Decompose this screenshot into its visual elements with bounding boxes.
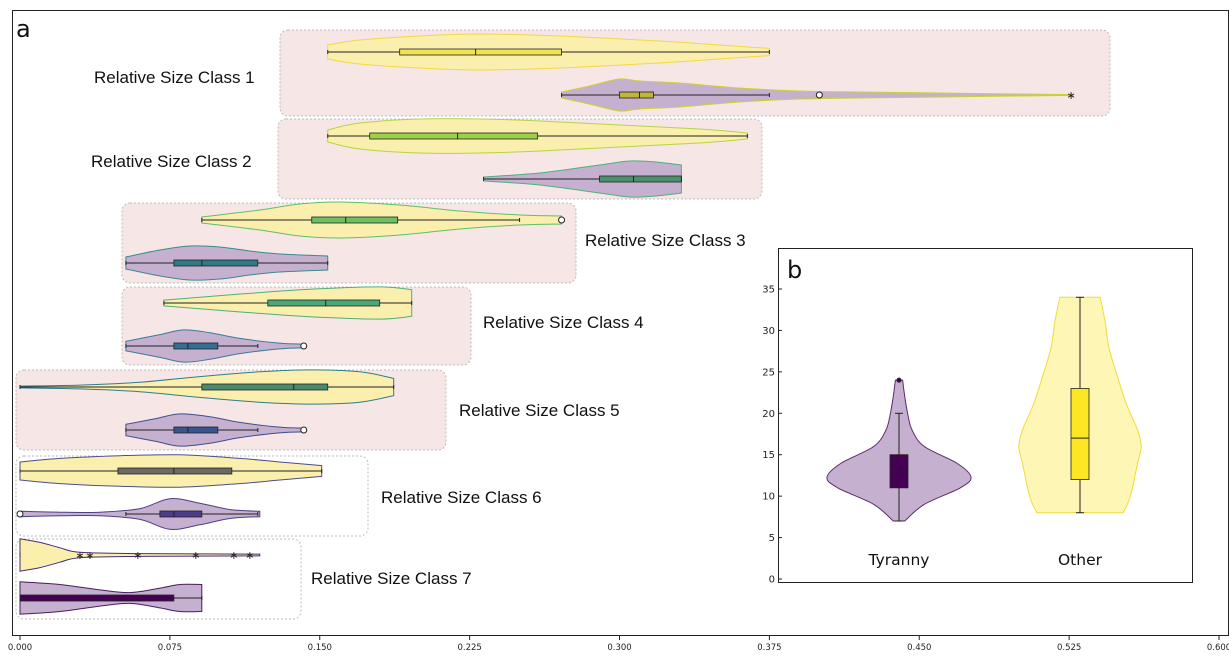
- category-label: Tyranny: [868, 551, 930, 569]
- panel-b: Tyranny Other 0 5 10 15 20 25 30 35 b: [762, 248, 1193, 586]
- violin: Other: [1018, 296, 1142, 569]
- panel-a-label: a: [16, 15, 31, 43]
- box: [599, 175, 682, 183]
- violin: ∗: [561, 78, 1076, 112]
- outlier-point: [300, 342, 308, 350]
- violin: [327, 118, 748, 154]
- violin: [483, 160, 682, 198]
- outlier-point: [815, 91, 823, 99]
- class-label: Relative Size Class 1: [94, 68, 255, 87]
- box: [369, 132, 538, 140]
- panel-a-violins: ∗∗ ∗ ∗ ∗ ∗ ∗: [16, 33, 1076, 615]
- x-tick-label: 0.150: [308, 643, 332, 653]
- violin: [19, 581, 203, 615]
- x-tick-label: 0.225: [457, 643, 481, 653]
- outlier-point: [896, 377, 902, 383]
- violin: ∗ ∗ ∗ ∗ ∗ ∗: [19, 538, 261, 572]
- class-label: Relative Size Class 7: [311, 569, 472, 588]
- outlier-point: ∗: [191, 549, 200, 562]
- x-tick-label: 0.375: [757, 643, 781, 653]
- outlier-point: ∗: [75, 549, 84, 562]
- violin: [19, 454, 323, 488]
- x-axis-ticks: 0.000 0.075 0.150 0.225 0.300 0.375 0.450 0.525…: [8, 636, 1229, 653]
- violin: Tyranny: [826, 377, 972, 569]
- class-label: Relative Size Class 6: [381, 488, 542, 507]
- violin: [19, 369, 395, 405]
- x-tick-label: 0.450: [907, 643, 931, 653]
- box: [173, 342, 219, 350]
- category-label: Other: [1058, 551, 1103, 569]
- box: [399, 48, 562, 56]
- violin: [125, 413, 308, 447]
- outlier-point: ∗: [133, 549, 142, 562]
- box: [117, 467, 233, 475]
- violin: [125, 245, 329, 281]
- class-label: Relative Size Class 2: [91, 152, 252, 171]
- box: [311, 216, 399, 224]
- violin: [16, 498, 261, 530]
- panel-b-y-ticks: 0 5 10 15 20 25 30 35: [762, 285, 782, 586]
- outlier-point: [16, 510, 24, 518]
- box: [1070, 388, 1090, 480]
- y-tick-label: 10: [762, 492, 775, 503]
- outlier-point: ∗: [1067, 89, 1076, 102]
- violin-body: [19, 538, 261, 572]
- y-tick-label: 5: [769, 533, 775, 544]
- box: [619, 91, 654, 99]
- outlier-point: ∗: [85, 549, 94, 562]
- x-tick-label: 0.075: [158, 643, 182, 653]
- box: [173, 259, 259, 267]
- box: [201, 383, 329, 391]
- violin: [327, 33, 770, 71]
- y-tick-label: 20: [762, 409, 775, 420]
- violin: [201, 201, 566, 239]
- class-label: Relative Size Class 3: [585, 231, 746, 250]
- class-label: Relative Size Class 5: [459, 401, 620, 420]
- y-tick-label: 15: [762, 450, 775, 461]
- outlier-point: ∗: [245, 549, 254, 562]
- panel-b-violins: Tyranny Other: [826, 296, 1142, 569]
- x-tick-label: 0.525: [1057, 643, 1081, 653]
- outlier-point: [558, 216, 566, 224]
- violin: [163, 286, 413, 320]
- class-highlight-box: [15, 538, 302, 620]
- y-tick-label: 0: [769, 575, 775, 586]
- class-label: Relative Size Class 4: [483, 313, 644, 332]
- box: [159, 510, 203, 518]
- x-tick-label: 0.000: [8, 643, 32, 653]
- class-labels: Relative Size Class 1 Relative Size Class…: [91, 68, 746, 588]
- x-tick-label: 0.300: [607, 643, 631, 653]
- box: [267, 299, 381, 307]
- y-tick-label: 25: [762, 367, 775, 378]
- x-tick-label: 0.600: [1207, 643, 1229, 653]
- y-tick-label: 35: [762, 285, 775, 296]
- panel-b-label: b: [787, 256, 802, 284]
- box: [173, 426, 219, 434]
- outlier-point: [300, 426, 308, 434]
- y-tick-label: 30: [762, 326, 775, 337]
- box: [19, 594, 175, 602]
- outlier-point: ∗: [229, 549, 238, 562]
- violin: [125, 329, 308, 363]
